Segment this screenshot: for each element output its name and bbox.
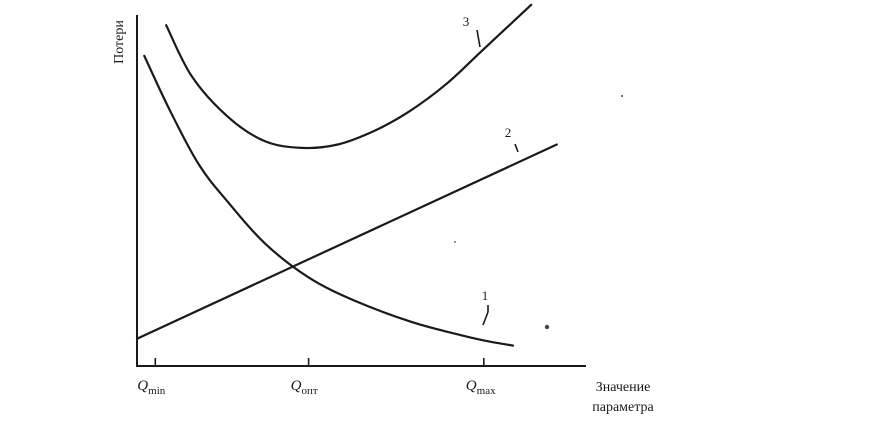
y-axis-label: Потери — [112, 20, 127, 64]
series-1-label: 1 — [482, 288, 489, 303]
series-3-label: 3 — [463, 14, 470, 29]
series-2-label: 2 — [505, 125, 512, 140]
q-opt-tick-label: Qопт — [291, 378, 318, 397]
curve-1-leader — [482, 305, 489, 326]
speck-dot-1 — [454, 241, 456, 243]
x-ticks: Qmin Qопт Qmax — [137, 358, 496, 397]
speck-dot-2 — [621, 95, 623, 97]
x-axis-label: Значение параметра — [592, 380, 654, 415]
curve-2 — [135, 143, 558, 340]
curves — [135, 3, 558, 347]
speck-mark — [544, 324, 550, 330]
q-min-tick-label: Qmin — [137, 378, 165, 397]
curve-3 — [165, 3, 533, 150]
q-max-tick-label: Qmax — [466, 378, 496, 397]
x-axis-label-line-2: параметра — [592, 400, 654, 415]
curve-3-leader — [476, 29, 481, 48]
x-axis-label-line-1: Значение — [596, 380, 651, 395]
curve-2-leader — [514, 143, 519, 153]
curve-1 — [143, 54, 515, 347]
